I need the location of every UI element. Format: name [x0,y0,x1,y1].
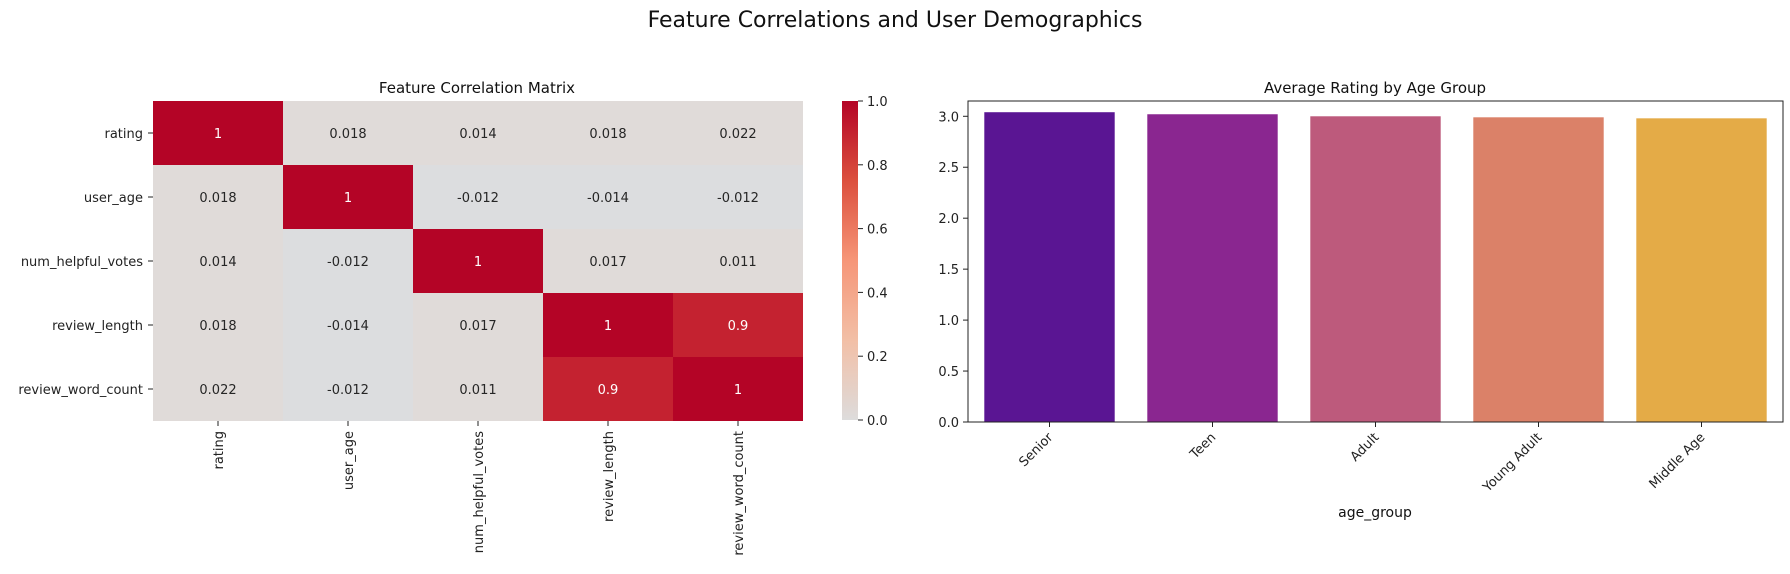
colorbar-gradient [842,101,858,420]
heatmap-cell [413,357,543,421]
bar-y-axis: 0.0 0.5 1.0 1.5 2.0 2.5 3.0 [938,110,968,431]
bar-x-tick-label: Young Adult [1480,430,1546,496]
heatmap-cell [153,101,283,165]
bar [1473,117,1604,423]
heatmap-row-label: review_word_count [18,383,143,398]
heatmap-cell [283,165,413,229]
heatmap-cell-value: 0.018 [199,319,236,334]
heatmap-cell-value: 1 [474,255,482,270]
colorbar-tick-label: 0.8 [867,159,888,174]
bar-y-tick-label: 1.5 [938,263,959,278]
colorbar-tick-label: 0.0 [867,414,888,429]
bar-bars [984,112,1767,423]
bar-y-tick-label: 1.0 [938,314,959,329]
bar-y-tick-label: 2.0 [938,212,959,227]
heatmap-cell-value: 0.014 [199,255,236,270]
heatmap-cell [413,293,543,357]
bar-y-tick-label: 3.0 [938,110,959,125]
heatmap-cells: 1 0.018 0.014 0.018 0.022 0.018 1 -0.012 -0.014 -… [153,101,803,421]
bar [1636,118,1767,423]
heatmap-cell [153,293,283,357]
heatmap-cell-value: 0.017 [459,319,496,334]
heatmap-cell-value: -0.014 [587,191,629,206]
heatmap-cell-value: -0.014 [327,319,369,334]
colorbar-tick-label: 0.4 [867,286,888,301]
heatmap-col-labels: rating user_age num_helpful_votes review_le… [212,421,747,556]
bar-y-tick-label: 0.5 [938,365,959,380]
heatmap-cell-value: 0.011 [719,255,756,270]
bar [1310,116,1441,423]
bar-x-tick-label: Senior [1016,430,1056,470]
colorbar-tick-label: 0.2 [867,350,888,365]
heatmap-col-label: user_age [342,431,357,490]
figure-suptitle: Feature Correlations and User Demographi… [648,8,1143,33]
colorbar-tick-label: 0.6 [867,223,888,238]
heatmap-row-label: num_helpful_votes [21,255,143,270]
heatmap-cell-value: 0.014 [459,127,496,142]
heatmap-cell [413,165,543,229]
heatmap-cell-value: 0.018 [589,127,626,142]
heatmap-cell-value: 0.022 [719,127,756,142]
heatmap-col-label: review_word_count [732,431,747,556]
heatmap-cell [543,229,673,293]
heatmap-cell-value: 0.018 [199,191,236,206]
heatmap-col-label: rating [212,431,227,470]
heatmap-cell [673,357,803,421]
heatmap-cell-value: 0.9 [728,319,749,334]
heatmap-cell [283,357,413,421]
heatmap-cell-value: -0.012 [327,255,369,270]
heatmap-cell-value: -0.012 [457,191,499,206]
heatmap-cell [673,165,803,229]
heatmap-cell-value: 0.022 [199,383,236,398]
heatmap-cell [283,293,413,357]
heatmap-cell-value: 1 [604,319,612,334]
heatmap-cell-value: 0.9 [598,383,619,398]
heatmap-cell [283,229,413,293]
heatmap-cell-value: -0.012 [717,191,759,206]
heatmap-cell [673,101,803,165]
bar-x-tick-label: Adult [1348,430,1383,465]
heatmap-cell-value: 1 [734,383,742,398]
heatmap-row-label: rating [104,127,143,142]
bar-x-tick-label: Teen [1187,430,1220,463]
bar-x-tick-label: Middle Age [1647,430,1709,492]
heatmap-cell-value: 1 [344,191,352,206]
heatmap-panel: Feature Correlation Matrix 1 0.018 0.014 0.… [18,79,887,556]
bar-y-tick-label: 0.0 [938,416,959,431]
heatmap-cell [543,293,673,357]
heatmap-row-label: review_length [52,319,143,334]
heatmap-cell [673,229,803,293]
heatmap-cell [543,165,673,229]
bar [1147,114,1278,422]
heatmap-cell [153,229,283,293]
heatmap-cell-value: 0.011 [459,383,496,398]
bar-y-tick-label: 2.5 [938,161,959,176]
bar-x-axis-label: age_group [1338,505,1412,521]
bar-chart-title: Average Rating by Age Group [1264,79,1486,97]
heatmap-col-label: num_helpful_votes [472,431,487,553]
colorbar: 0.0 0.2 0.4 0.6 0.8 1.0 [842,95,888,429]
heatmap-cell-value: 0.018 [329,127,366,142]
bar-x-axis: Senior Teen Adult Young Adult Middle Age [1016,422,1708,496]
heatmap-cell [673,293,803,357]
heatmap-col-label: review_length [602,431,617,522]
colorbar-tick-label: 1.0 [867,95,888,110]
heatmap-cell [153,357,283,421]
heatmap-cell [413,229,543,293]
heatmap-cell [413,101,543,165]
heatmap-row-label: user_age [84,191,143,206]
heatmap-cell-value: 1 [214,127,222,142]
heatmap-cell [543,357,673,421]
heatmap-cell [283,101,413,165]
heatmap-title: Feature Correlation Matrix [379,79,575,97]
heatmap-cell [153,165,283,229]
bar [984,112,1115,422]
heatmap-cell-value: 0.017 [589,255,626,270]
bar-panel: Average Rating by Age Group 0.0 0.5 1.0 1.5… [938,79,1784,521]
heatmap-cell-value: -0.012 [327,383,369,398]
heatmap-cell [543,101,673,165]
heatmap-row-labels: rating user_age num_helpful_votes review_le… [18,127,153,398]
